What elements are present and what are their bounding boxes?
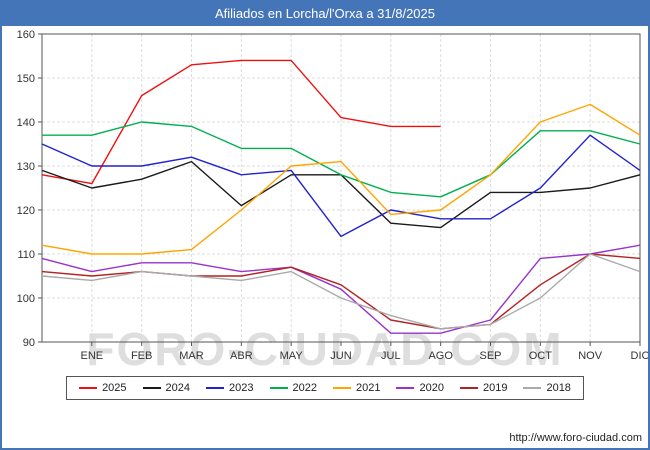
legend-label-2019: 2019 xyxy=(482,382,508,394)
legend-item-2024: 2024 xyxy=(142,382,191,394)
series-line-2021 xyxy=(41,103,641,255)
x-axis-tick-label: NOV xyxy=(578,350,603,362)
chart-area: FORO-CIUDAD.COM 90 100 110 120 130 140 150 160 E… xyxy=(2,26,648,375)
legend-label-2022: 2022 xyxy=(292,382,317,394)
legend-item-2018: 2018 xyxy=(523,382,571,394)
x-axis-tick-label: OCT xyxy=(529,350,553,362)
legend-item-2025: 2025 xyxy=(79,382,127,394)
legend-swatch-2020 xyxy=(396,387,415,389)
legend-swatch-2019 xyxy=(459,387,478,389)
x-axis-tick-label: MAY xyxy=(280,350,304,362)
legend-label-2021: 2021 xyxy=(356,382,381,394)
y-axis-tick-label: 120 xyxy=(17,205,35,217)
footer-url-link[interactable]: http://www.foro-ciudad.com xyxy=(509,432,642,444)
y-axis-tick-label: 150 xyxy=(17,73,35,85)
legend-swatch-2025 xyxy=(79,387,98,389)
x-axis-tick-label: ABR xyxy=(230,350,253,362)
legend-swatch-2021 xyxy=(333,387,351,389)
series-line-2023 xyxy=(41,134,641,238)
series-line-2025 xyxy=(41,59,441,185)
y-axis-tick-label: 130 xyxy=(17,161,35,173)
legend-swatch-2023 xyxy=(206,387,225,389)
legend-label-2023: 2023 xyxy=(229,382,254,394)
x-axis-tick-label: DIC xyxy=(631,350,648,362)
legend-label-2018: 2018 xyxy=(546,382,571,394)
series-line-2022 xyxy=(42,121,641,198)
legend-label-2025: 2025 xyxy=(102,382,127,394)
legend-item-2019: 2019 xyxy=(459,382,508,394)
y-axis-tick-label: 100 xyxy=(17,293,35,305)
x-axis-tick-label: JUL xyxy=(381,350,401,362)
x-axis-tick-label: ENE xyxy=(81,350,104,362)
y-axis-tick-label: 110 xyxy=(17,249,35,261)
series-line-2018 xyxy=(41,253,641,330)
legend-swatch-2022 xyxy=(269,387,288,389)
legend-label-2024: 2024 xyxy=(165,382,191,394)
x-axis-tick-label: SEP xyxy=(479,350,501,362)
legend-swatch-2024 xyxy=(142,387,161,389)
x-axis-tick-label: AGO xyxy=(428,350,453,362)
chart-title-bar: Afiliados en Lorcha/l'Orxa a 31/8/2025 xyxy=(2,2,648,26)
legend-item-2023: 2023 xyxy=(206,382,254,394)
page-title: Afiliados en Lorcha/l'Orxa a 31/8/2025 xyxy=(214,6,435,21)
legend-swatch-2018 xyxy=(523,387,542,389)
y-axis-tick-label: 140 xyxy=(17,117,35,129)
y-axis-tick-label: 160 xyxy=(17,29,35,41)
legend-item-2022: 2022 xyxy=(269,382,317,394)
x-axis-tick-label: JUN xyxy=(330,350,351,362)
x-axis-tick-label: MAR xyxy=(179,350,204,362)
series-line-2020 xyxy=(41,244,641,334)
x-axis-tick-label: FEB xyxy=(131,350,152,362)
line-chart: 90 100 110 120 130 140 150 160 ENE FEB MAR ABR MAY JU… xyxy=(17,29,648,362)
chart-legend: 2025 2024 2023 2022 2021 2020 2019 2018 xyxy=(66,376,584,400)
legend-item-2021: 2021 xyxy=(333,382,380,394)
legend-label-2020: 2020 xyxy=(419,382,444,394)
y-axis-tick-label: 90 xyxy=(23,337,35,349)
legend-item-2020: 2020 xyxy=(396,382,444,394)
